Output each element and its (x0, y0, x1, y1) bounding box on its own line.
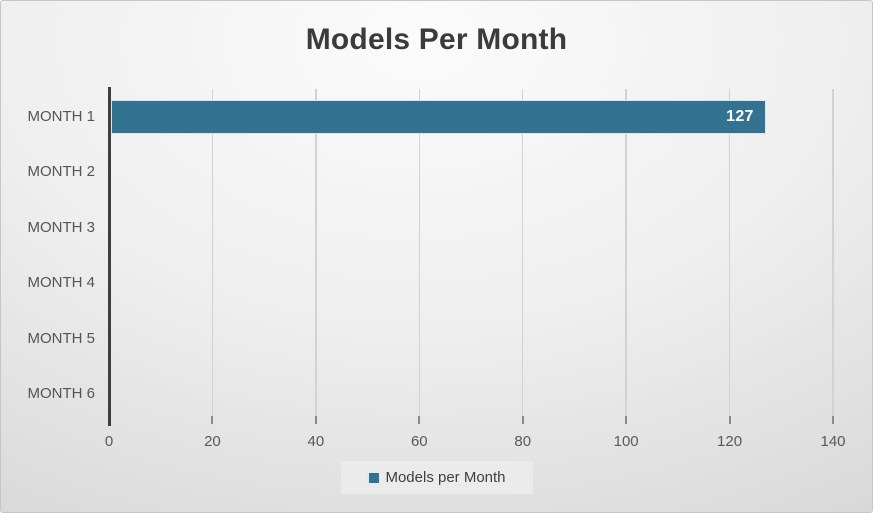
y-axis-line (107, 87, 111, 426)
data-bar: 127 (110, 99, 766, 134)
axis-tick (832, 416, 834, 424)
x-axis-label: 0 (104, 433, 114, 450)
legend-swatch-icon (367, 471, 380, 484)
category-label: MONTH 3 (27, 218, 96, 236)
gridline (418, 89, 421, 416)
gridline (521, 89, 524, 416)
x-axis-label: 120 (717, 433, 743, 450)
axis-tick (418, 416, 421, 424)
axis-tick (211, 416, 214, 424)
legend-label: Models per Month (385, 469, 506, 486)
x-axis-label: 100 (613, 433, 639, 450)
legend: Models per Month (340, 461, 533, 494)
bar-value-label: 127 (726, 107, 754, 125)
gridline (211, 89, 214, 416)
axis-tick (314, 416, 317, 424)
category-label: MONTH 6 (27, 385, 96, 403)
category-label: MONTH 5 (27, 329, 96, 347)
axis-tick (521, 416, 524, 424)
x-axis-label: 40 (307, 433, 325, 450)
gridline (728, 89, 731, 416)
gridline (832, 89, 834, 416)
gridline (625, 89, 627, 416)
x-axis-label: 20 (204, 433, 221, 450)
x-axis-label: 140 (820, 433, 846, 450)
x-axis-label: 80 (514, 433, 532, 450)
gridline (315, 89, 317, 416)
category-label: MONTH 1 (27, 107, 96, 125)
chart-title: Models Per Month (305, 23, 568, 56)
category-label: MONTH 4 (27, 274, 96, 292)
axis-tick (728, 416, 731, 424)
axis-tick (625, 416, 628, 424)
category-label: MONTH 2 (27, 163, 96, 181)
x-axis-label: 60 (410, 433, 428, 450)
